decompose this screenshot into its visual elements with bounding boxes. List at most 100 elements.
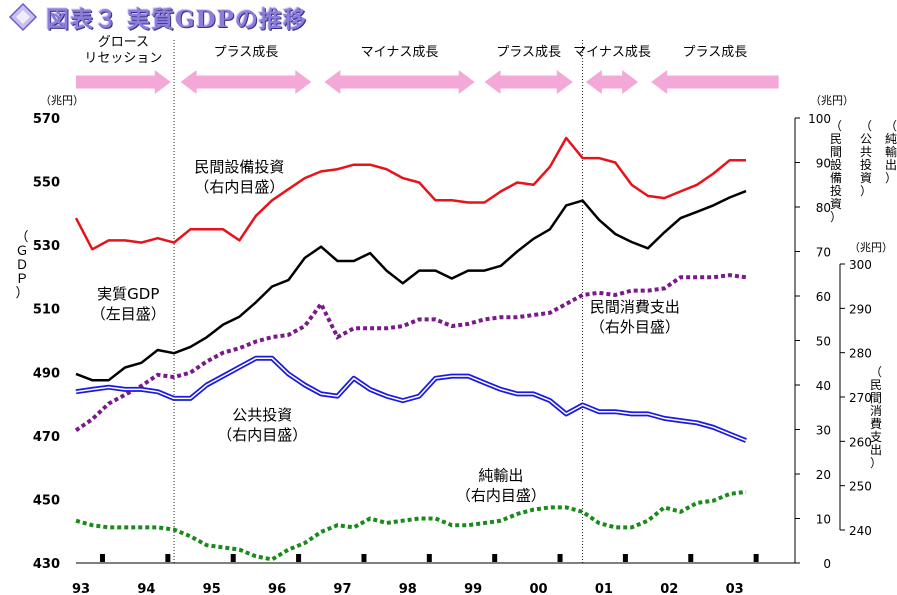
- annotation-private_consumption: （右外目盛）: [590, 318, 680, 336]
- right-inner-axis-title-0-char: 間: [830, 145, 842, 159]
- x-tick-mark: [165, 554, 171, 562]
- x-tick-label: 94: [137, 582, 155, 595]
- x-tick-mark: [622, 554, 628, 562]
- x-tick-mark: [557, 554, 563, 562]
- right-inner-axis-title-1-char: 共: [860, 145, 872, 159]
- right-outer-tick-label: 260: [849, 435, 872, 449]
- x-tick-mark: [100, 554, 105, 562]
- phase-label-2: マイナス成長: [361, 45, 439, 60]
- right-outer-axis-title-char: 出: [870, 443, 882, 457]
- phase-label-0: グロース: [98, 35, 149, 50]
- right-inner-tick-label: 50: [816, 335, 831, 349]
- annotation-net_exports: 純輸出: [478, 466, 523, 484]
- x-tick-mark: [492, 554, 498, 562]
- phase-arrow-4: [585, 70, 639, 94]
- right-outer-tick-label: 290: [849, 302, 872, 316]
- left-tick-label: 550: [33, 176, 60, 191]
- phase-label-5: プラス成長: [683, 45, 748, 60]
- right-inner-axis-title-1-char: （: [860, 119, 872, 133]
- right-outer-axis-title-char: 消: [870, 404, 882, 418]
- right-inner-tick-label: 80: [816, 201, 831, 215]
- right-inner-tick-label: 60: [816, 290, 831, 304]
- right-inner-axis-title-2: （純輸出）: [885, 119, 897, 185]
- phase-label-0: リセッション: [84, 51, 162, 66]
- annotation-public_investment: 公共投資: [232, 406, 292, 424]
- right-inner-axis-title-2-char: 出: [885, 158, 897, 172]
- left-tick-label: 470: [33, 430, 60, 445]
- series-line-public_investment: [75, 355, 747, 443]
- left-tick-label: 490: [33, 366, 60, 381]
- right-inner-axis-title-1-char: 投: [860, 157, 872, 172]
- right-inner-axis-title-2-char: （: [885, 119, 897, 133]
- right-inner-axis-title-2-char: ）: [885, 171, 897, 185]
- right-outer-axis-unit: （兆円）: [849, 241, 893, 254]
- right-outer-axis-title-char: 民: [870, 378, 882, 392]
- x-tick-label: 96: [268, 582, 286, 595]
- right-outer-tick-label: 240: [849, 524, 872, 538]
- right-outer-axis-title-char: 間: [870, 391, 882, 405]
- phase-label-3: プラス成長: [496, 45, 561, 60]
- left-axis-title-char: （: [15, 230, 28, 245]
- left-tick-label: 450: [33, 493, 60, 508]
- phase-arrow-2: [324, 70, 475, 94]
- right-outer-axis-title-char: 支: [870, 430, 882, 444]
- series-line-private_capex: [74, 136, 746, 251]
- right-outer-tick-label: 280: [849, 347, 872, 361]
- annotation-private_capex: （右内目盛）: [194, 178, 284, 196]
- x-tick-label: 93: [72, 582, 90, 595]
- phase-label-4: マイナス成長: [573, 45, 651, 60]
- phase-arrow-5: [651, 70, 779, 94]
- right-inner-tick-label: 10: [816, 513, 831, 527]
- left-tick-label: 430: [33, 557, 60, 572]
- right-outer-axis-title: （民間消費支出）: [870, 365, 882, 470]
- right-inner-tick-label: 70: [816, 246, 831, 260]
- left-axis-title: （ＧＤＰ）: [15, 230, 28, 301]
- left-axis-title-char: ）: [15, 286, 28, 301]
- phase-arrow-0: [76, 70, 171, 94]
- right-outer-tick-label: 270: [849, 391, 872, 405]
- right-outer-tick-label: 300: [849, 258, 872, 272]
- left-axis-title-char: Ｄ: [15, 258, 28, 273]
- right-inner-tick-label: 0: [823, 557, 831, 571]
- phase-arrow-1: [180, 70, 312, 94]
- right-outer-tick-label: 250: [849, 480, 872, 494]
- left-tick-label: 570: [33, 112, 60, 127]
- right-inner-axis-title-0-char: （: [830, 119, 842, 133]
- right-inner-axis-title-0-char: 設: [830, 157, 842, 172]
- right-inner-tick-label: 20: [816, 468, 831, 482]
- right-inner-tick-label: 30: [816, 424, 831, 438]
- right-inner-axis-title-0-char: ）: [830, 210, 842, 224]
- left-tick-label: 510: [33, 303, 60, 318]
- right-inner-axis-title-0-char: 資: [830, 197, 842, 211]
- x-tick-mark: [426, 554, 432, 562]
- annotation-private_consumption: 民間消費支出: [590, 298, 680, 316]
- x-tick-label: 98: [399, 582, 417, 595]
- x-tick-label: 03: [726, 582, 744, 595]
- x-tick-mark: [230, 554, 236, 562]
- right-inner-axis-title-1: （公共投資）: [860, 119, 872, 198]
- series-line-private_consumption: [74, 273, 747, 432]
- right-inner-axis-title-0: （民間設備投資）: [830, 119, 842, 224]
- series-line-public_investment-inner: [75, 357, 747, 442]
- phase-arrow-3: [484, 70, 573, 94]
- right-inner-axis-title-2-char: 純: [885, 132, 897, 146]
- right-inner-axis-title-0-char: 投: [830, 183, 842, 198]
- diamond-bullet-icon: [8, 2, 38, 32]
- x-tick-label: 95: [203, 582, 221, 595]
- x-tick-mark: [753, 554, 759, 562]
- right-outer-axis-title-char: 費: [870, 416, 882, 431]
- series-line-net_exports: [75, 489, 747, 562]
- right-inner-tick-label: 90: [816, 157, 831, 171]
- annotation-gdp: （左目盛）: [91, 305, 166, 323]
- x-tick-label: 97: [333, 582, 351, 595]
- right-inner-axis-title-1-char: ）: [860, 184, 872, 198]
- right-inner-axis-title-1-char: 資: [860, 171, 872, 185]
- x-tick-mark: [361, 554, 367, 562]
- left-axis-unit: （兆円）: [40, 94, 84, 107]
- right-inner-tick-label: 40: [816, 379, 831, 393]
- left-tick-label: 530: [33, 239, 60, 254]
- right-inner-axis-unit: （兆円）: [810, 94, 854, 107]
- title-text: 図表３ 実質GDPの推移: [46, 6, 307, 33]
- right-inner-axis-title-0-char: 備: [830, 170, 842, 185]
